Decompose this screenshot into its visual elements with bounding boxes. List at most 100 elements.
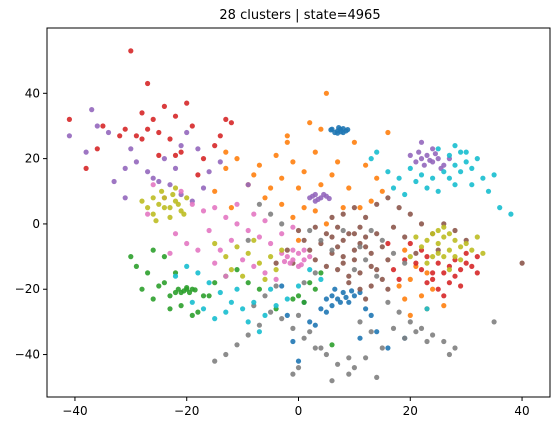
point-s3-19: [117, 133, 123, 139]
point-s4-39: [184, 129, 190, 136]
point-s3-7: [156, 129, 162, 136]
point-s0-10: [345, 127, 351, 133]
point-s6-31: [195, 247, 201, 253]
point-s9-16: [497, 205, 503, 211]
point-s3-4: [133, 133, 139, 139]
point-s8-22: [452, 237, 458, 243]
point-s4-25: [83, 149, 89, 155]
point-s1-44: [441, 303, 447, 309]
point-s0-37: [279, 283, 285, 289]
point-s4-12: [435, 156, 441, 162]
point-s4-48: [245, 182, 251, 188]
point-s5-45: [368, 283, 374, 289]
point-s1-10: [268, 185, 274, 191]
point-s6-39: [212, 260, 218, 266]
point-s8-37: [435, 227, 441, 234]
point-s5-17: [357, 270, 363, 276]
point-s4-44: [94, 123, 100, 129]
point-s3-48: [407, 240, 413, 247]
point-s2-36: [161, 280, 167, 286]
point-s4-13: [421, 162, 427, 168]
point-s7-56: [329, 378, 335, 384]
point-s7-55: [295, 365, 302, 371]
point-s7-1: [318, 237, 324, 243]
point-s7-27: [234, 342, 240, 348]
point-s5-15: [385, 257, 391, 263]
x-tick-label: −40: [62, 404, 87, 418]
point-s2-4: [186, 289, 193, 296]
point-s9-51: [189, 299, 195, 305]
point-s6-34: [234, 201, 240, 207]
point-s1-36: [402, 247, 408, 253]
point-s2-35: [206, 293, 212, 299]
point-s7-41: [424, 338, 430, 345]
point-s8-0: [161, 195, 167, 201]
point-s2-17: [195, 309, 201, 315]
point-s8-48: [273, 267, 279, 273]
point-s9-45: [234, 286, 240, 292]
point-s9-32: [206, 280, 212, 286]
point-s1-22: [251, 172, 257, 178]
point-s7-33: [295, 312, 302, 318]
point-s6-16: [212, 205, 218, 211]
point-s4-5: [309, 193, 316, 199]
point-s6-37: [150, 182, 156, 188]
point-s9-9: [469, 165, 475, 171]
point-s0-34: [323, 309, 329, 315]
point-s3-50: [458, 283, 464, 289]
point-s5-1: [351, 247, 357, 253]
point-s6-18: [234, 221, 240, 227]
point-s7-38: [390, 325, 397, 331]
point-s0-24: [318, 306, 324, 312]
point-s2-16: [178, 303, 184, 309]
point-s5-5: [363, 234, 369, 240]
point-s3-15: [184, 100, 190, 106]
point-s8-6: [150, 211, 156, 217]
point-s6-2: [295, 250, 302, 256]
point-s6-36: [262, 218, 268, 224]
point-s8-21: [446, 247, 452, 253]
point-s3-23: [66, 116, 72, 122]
point-s9-29: [435, 188, 441, 194]
point-s2-24: [128, 254, 134, 260]
point-s7-17: [346, 371, 352, 377]
point-s7-29: [212, 358, 218, 364]
point-s9-27: [390, 185, 397, 191]
point-s6-23: [290, 224, 296, 230]
point-s1-43: [430, 286, 436, 292]
point-s8-38: [413, 234, 419, 240]
point-s5-14: [379, 244, 385, 250]
point-s3-28: [424, 254, 430, 260]
point-s2-37: [189, 312, 195, 318]
point-s3-37: [418, 267, 425, 273]
point-s3-10: [189, 123, 195, 129]
point-s0-29: [312, 322, 318, 328]
point-s5-21: [312, 257, 318, 263]
point-s4-16: [413, 159, 419, 165]
point-s4-23: [418, 139, 425, 145]
point-s8-41: [268, 254, 274, 260]
point-s9-52: [268, 286, 274, 292]
point-s9-48: [318, 276, 324, 282]
point-s1-38: [424, 270, 430, 276]
point-s6-35: [251, 211, 257, 217]
point-s7-53: [301, 280, 307, 286]
y-tick-label: −40: [15, 348, 40, 362]
point-s0-28: [357, 335, 363, 341]
point-s1-32: [290, 214, 296, 220]
point-s3-53: [396, 276, 402, 282]
point-s7-10: [418, 325, 425, 331]
point-s5-0: [340, 237, 346, 243]
point-s0-11: [336, 125, 342, 131]
point-s5-48: [363, 296, 369, 302]
point-s4-6: [321, 191, 327, 198]
point-s3-25: [212, 143, 218, 149]
point-s6-22: [279, 231, 285, 237]
point-s5-10: [323, 231, 329, 237]
point-s2-31: [307, 280, 313, 286]
point-s4-21: [430, 146, 436, 152]
point-s9-5: [452, 162, 458, 168]
point-s5-20: [323, 263, 329, 269]
point-s6-40: [145, 211, 151, 217]
point-s3-13: [228, 120, 234, 126]
